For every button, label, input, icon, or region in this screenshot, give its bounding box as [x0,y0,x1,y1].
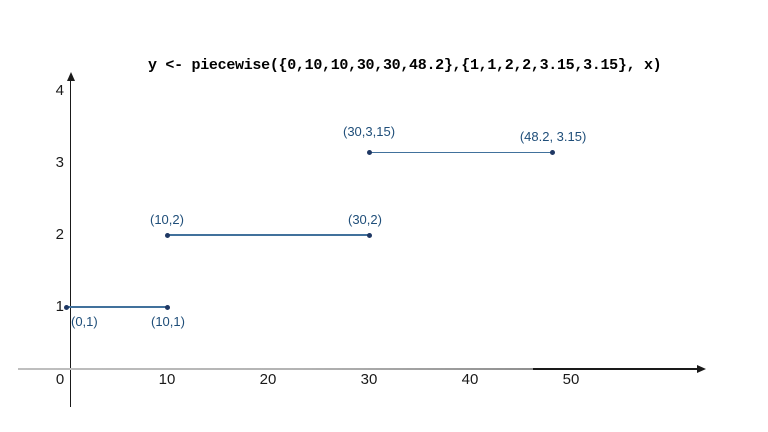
point-label: (0,1) [71,314,98,329]
x-tick-label: 10 [158,371,176,388]
y-axis-arrow-icon [67,72,75,81]
origin-tick-label: 0 [55,371,65,388]
x-tick-label: 30 [360,371,378,388]
y-tick-label: 4 [55,82,64,99]
x-tick-label: 20 [259,371,277,388]
x-axis-line-black [533,368,698,370]
x-tick-label: 40 [461,371,479,388]
y-axis-line [70,80,72,407]
x-axis-arrow-icon [697,365,706,373]
data-point [366,232,372,238]
segment-2 [167,234,369,236]
point-label: (30,2) [348,212,382,227]
data-point [366,149,372,155]
segment-1 [66,306,167,308]
data-point [164,304,170,310]
segment-3 [369,151,553,153]
data-point [550,149,556,155]
x-axis-line-gray [18,367,533,371]
point-label: (30,3,15) [343,124,396,140]
point-label: (10,1) [151,314,185,329]
y-tick-label: 2 [55,226,64,243]
point-label: (10,2) [150,212,184,227]
data-point [164,232,170,238]
y-tick-label: 3 [55,154,64,171]
y-tick-label: 1 [55,298,64,315]
point-label: (48.2, 3.15) [519,129,587,145]
x-tick-label: 50 [562,371,580,388]
data-point [63,304,69,310]
plot-title: y <- piecewise({0,10,10,30,30,48.2},{1,1… [148,57,662,74]
